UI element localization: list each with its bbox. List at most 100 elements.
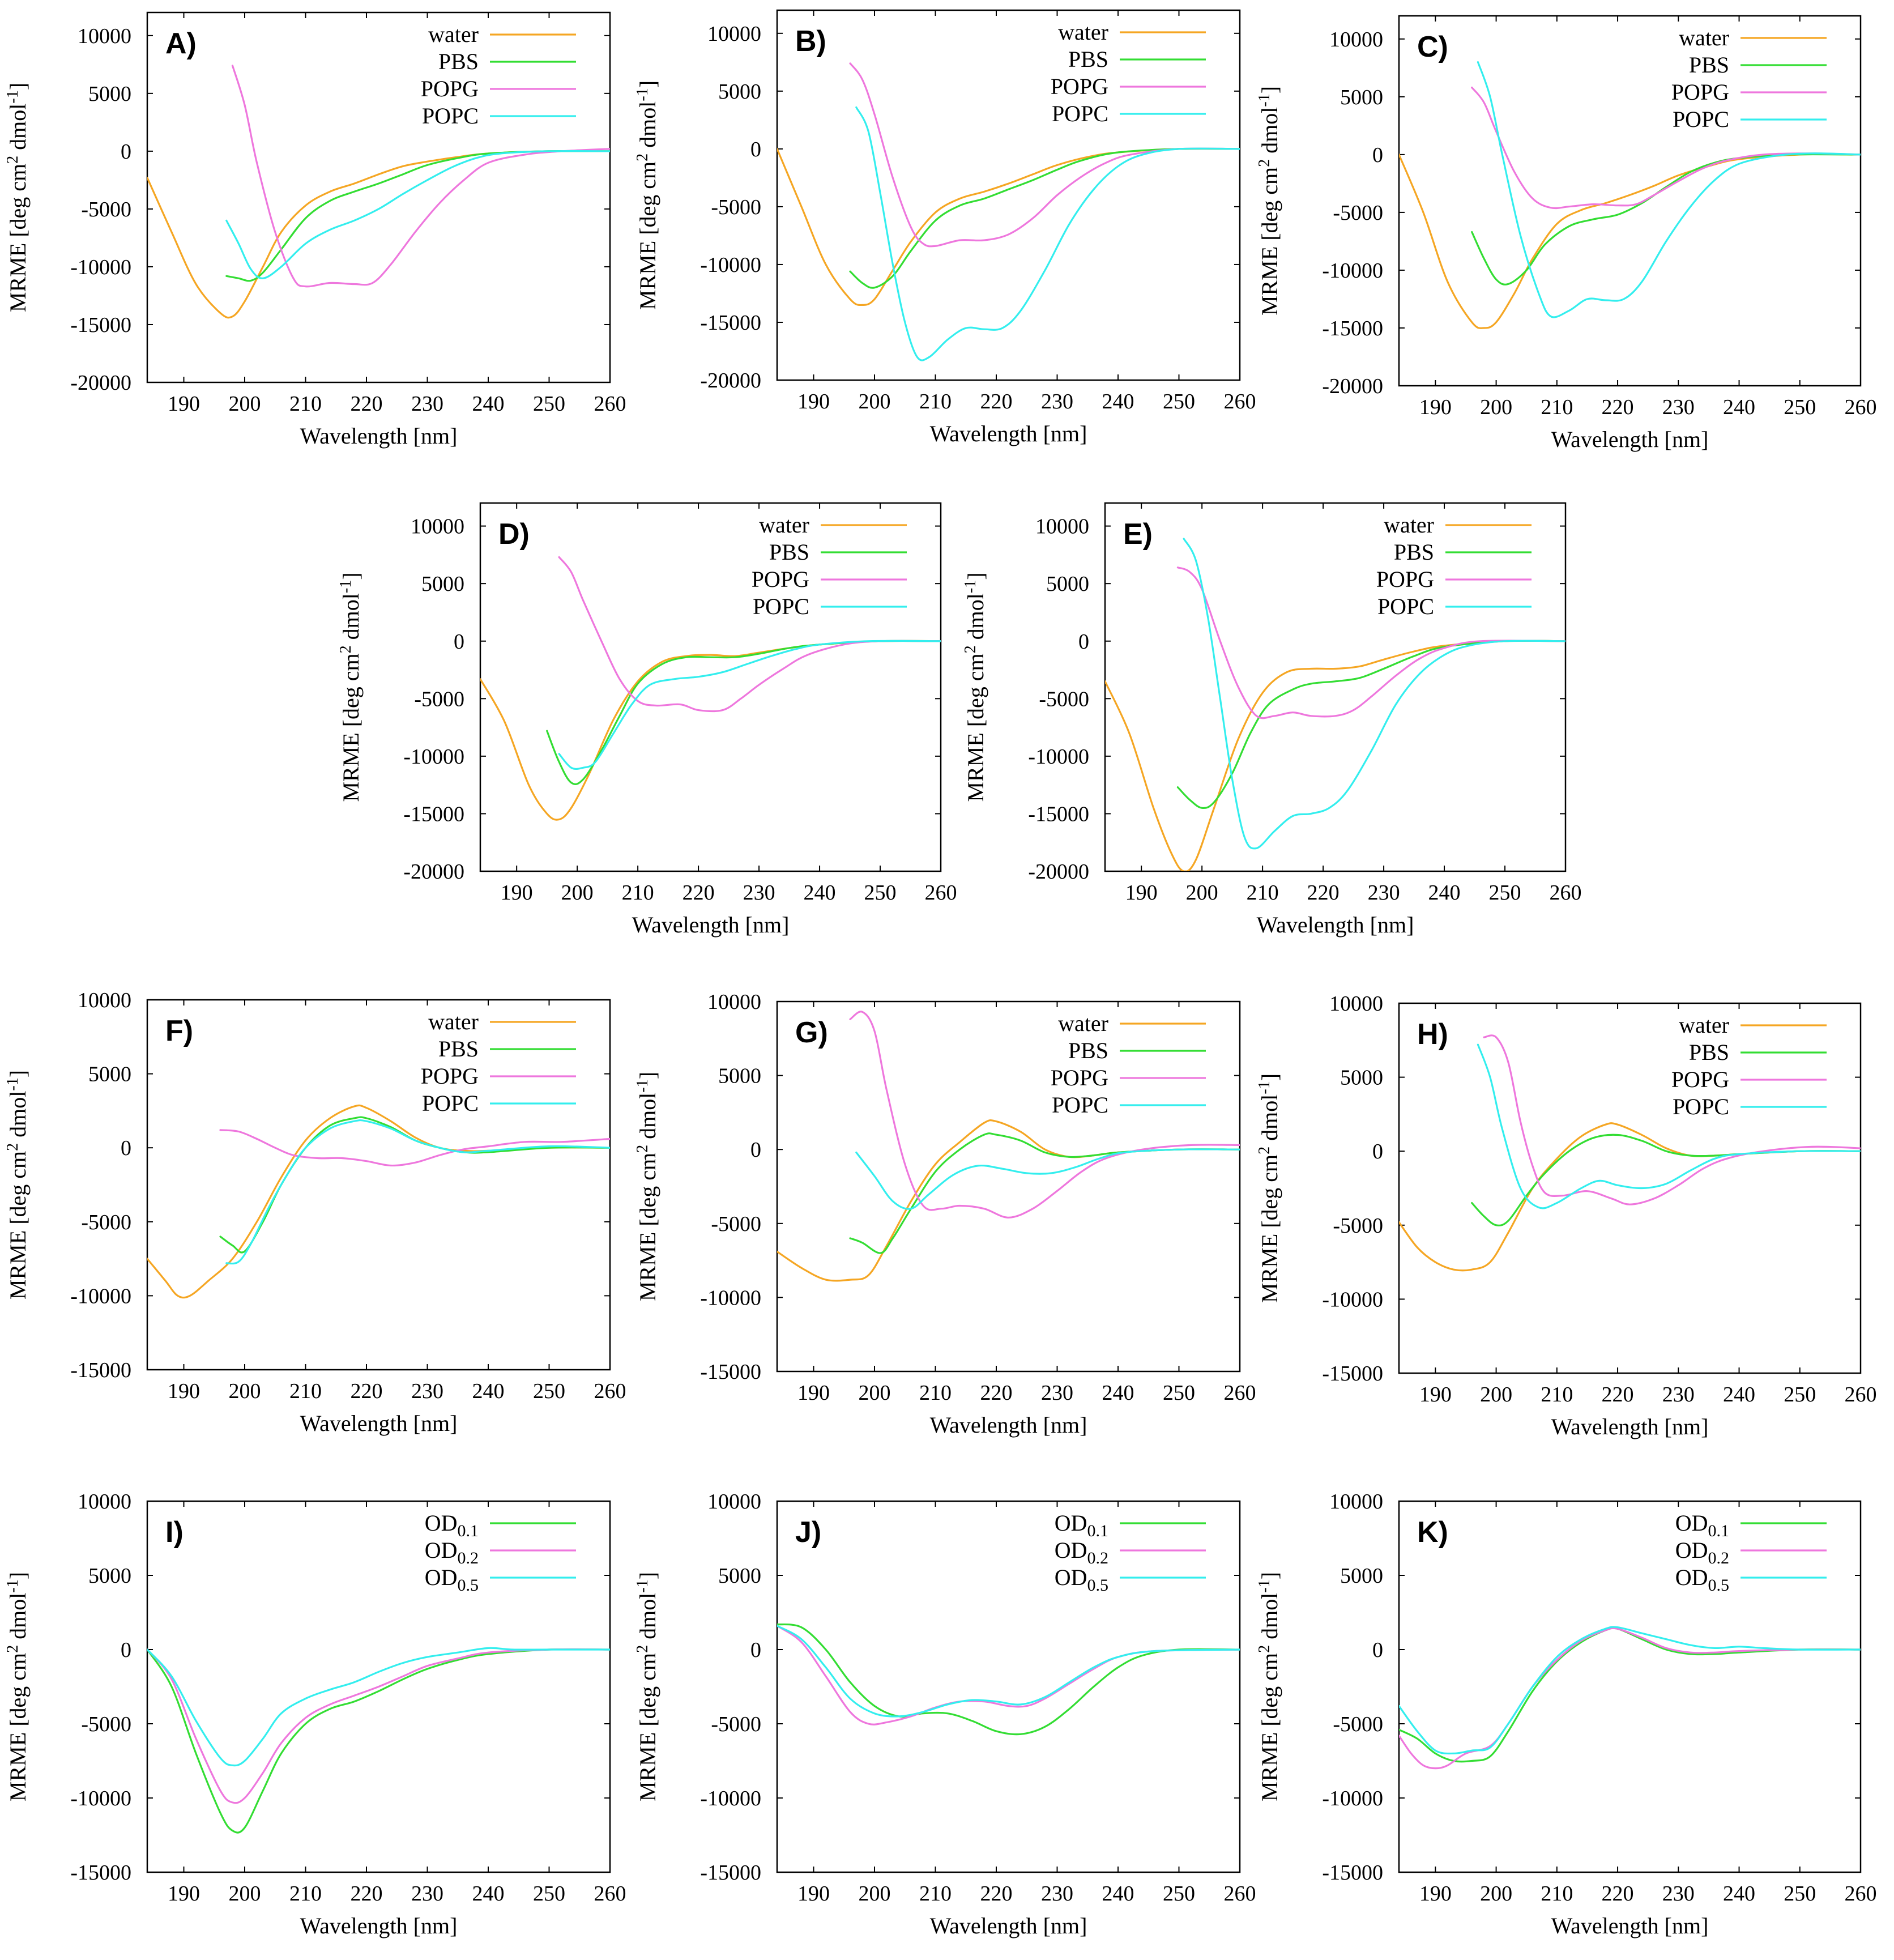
x-tick-label-0-6: 250 — [533, 392, 565, 416]
x-tick-label-6-5: 240 — [1102, 1381, 1134, 1405]
series-line-8-OD01 — [147, 1648, 610, 1834]
series-line-1-water — [777, 147, 1240, 306]
series-line-3-PBS — [546, 640, 941, 786]
x-tick-label-10-4: 230 — [1662, 1882, 1695, 1906]
series-line-4-POPG — [1176, 566, 1565, 719]
y-tick-label-2-6: -20000 — [1322, 374, 1383, 398]
x-tick-label-10-0: 190 — [1419, 1882, 1452, 1906]
legend-label-2-water: water — [1679, 25, 1729, 50]
legend-label-4-POPC: POPC — [1377, 594, 1434, 619]
x-tick-label-1-6: 250 — [1163, 390, 1195, 414]
y-tick-label-1-3: -5000 — [711, 195, 761, 219]
panel-label-0: A) — [165, 27, 197, 60]
x-tick-label-7-4: 230 — [1662, 1383, 1695, 1407]
y-tick-label-2-2: 0 — [1372, 143, 1383, 167]
series-line-0-PBS — [225, 150, 610, 282]
legend-label-6-POPC: POPC — [1052, 1092, 1108, 1118]
series-line-6-POPG — [849, 1011, 1240, 1218]
plot-frame-5 — [146, 999, 611, 1371]
legend-label-9-OD02: OD0.2 — [1055, 1537, 1108, 1567]
legend-label-8-OD05: OD0.5 — [425, 1565, 479, 1595]
x-tick-label-8-4: 230 — [411, 1882, 443, 1906]
x-tick-label-9-5: 240 — [1102, 1882, 1134, 1906]
x-axis-label-1: Wavelength [nm] — [930, 421, 1087, 446]
x-tick-label-1-4: 230 — [1041, 390, 1073, 414]
x-tick-label-10-3: 220 — [1602, 1882, 1634, 1906]
legend-label-6-PBS: PBS — [1068, 1038, 1108, 1063]
legend-label-5-POPC: POPC — [422, 1090, 479, 1116]
legend-label-2-POPC: POPC — [1673, 106, 1729, 132]
x-tick-label-7-6: 250 — [1784, 1383, 1816, 1407]
series-line-10-OD01 — [1399, 1627, 1861, 1763]
legend-label-3-PBS: PBS — [769, 539, 809, 565]
y-tick-label-1-5: -15000 — [700, 311, 761, 335]
panel-d: 190 200 210 220 230 240 250 260 10000 5000 0 -5000 -… — [337, 502, 957, 938]
legend-label-10-OD02: OD0.2 — [1675, 1537, 1729, 1567]
y-tick-label-3-0: 10000 — [411, 515, 464, 539]
x-tick-label-5-5: 240 — [472, 1379, 505, 1403]
x-tick-label-5-2: 210 — [289, 1379, 322, 1403]
x-tick-label-8-3: 220 — [351, 1882, 383, 1906]
x-tick-label-3-2: 210 — [622, 881, 654, 905]
x-tick-label-8-1: 200 — [229, 1882, 261, 1906]
plot-frame-7 — [1398, 1002, 1862, 1374]
panel-label-9: J) — [795, 1516, 821, 1549]
y-tick-label-5-5: -15000 — [70, 1358, 131, 1382]
x-tick-label-7-1: 200 — [1480, 1383, 1512, 1407]
series-line-3-POPC — [558, 640, 941, 770]
legend-label-5-PBS: PBS — [438, 1036, 479, 1062]
y-tick-label-0-2: 0 — [121, 140, 131, 164]
series-line-4-PBS — [1176, 640, 1565, 809]
panel-label-1: B) — [795, 25, 826, 58]
y-axis-label-10: MRME [deg cm2 dmol-1] — [1256, 1572, 1282, 1801]
x-tick-label-7-2: 210 — [1541, 1383, 1573, 1407]
x-tick-label-3-7: 260 — [925, 881, 957, 905]
x-tick-label-1-5: 240 — [1102, 390, 1134, 414]
y-axis-label-3: MRME [deg cm2 dmol-1] — [337, 572, 364, 802]
y-tick-label-9-5: -15000 — [700, 1861, 761, 1885]
y-tick-label-8-4: -10000 — [70, 1787, 131, 1810]
legend-label-5-POPG: POPG — [421, 1063, 479, 1089]
series-line-5-POPG — [219, 1129, 610, 1167]
y-tick-label-10-0: 10000 — [1329, 1490, 1383, 1514]
y-tick-label-7-1: 5000 — [1340, 1066, 1383, 1090]
plot-frame-9 — [776, 1500, 1241, 1873]
panel-label-8: I) — [165, 1516, 184, 1549]
y-tick-label-6-5: -15000 — [700, 1360, 761, 1384]
legend-label-4-PBS: PBS — [1394, 539, 1434, 565]
y-tick-label-7-0: 10000 — [1329, 992, 1383, 1016]
legend-label-5-water: water — [428, 1009, 479, 1034]
x-tick-label-7-5: 240 — [1723, 1383, 1755, 1407]
x-tick-label-5-1: 200 — [229, 1379, 261, 1403]
panel-f: 190 200 210 220 230 240 250 260 10000 5000 0 -5000 -… — [4, 988, 626, 1436]
legend-label-6-POPG: POPG — [1051, 1065, 1108, 1090]
y-tick-label-0-1: 5000 — [88, 82, 131, 106]
x-tick-label-2-1: 200 — [1480, 395, 1512, 419]
x-tick-label-9-6: 250 — [1163, 1882, 1195, 1906]
y-axis-label-8: MRME [deg cm2 dmol-1] — [4, 1572, 31, 1801]
x-tick-label-6-4: 230 — [1041, 1381, 1073, 1405]
y-axis-label-9: MRME [deg cm2 dmol-1] — [634, 1572, 660, 1801]
y-tick-label-5-3: -5000 — [81, 1211, 131, 1234]
legend-label-3-water: water — [759, 512, 809, 538]
legend-label-7-POPG: POPG — [1671, 1067, 1729, 1092]
legend-label-0-POPC: POPC — [422, 103, 479, 129]
series-line-0-POPG — [231, 65, 610, 288]
x-tick-label-4-5: 240 — [1428, 881, 1461, 905]
x-tick-label-8-0: 190 — [168, 1882, 200, 1906]
series-line-9-OD05 — [777, 1625, 1240, 1718]
x-tick-label-6-6: 250 — [1163, 1381, 1195, 1405]
series-line-3-water — [480, 640, 941, 821]
y-tick-label-8-3: -5000 — [81, 1712, 131, 1736]
y-tick-label-9-4: -10000 — [700, 1787, 761, 1810]
legend-label-0-POPG: POPG — [421, 76, 479, 101]
x-tick-label-4-6: 250 — [1489, 881, 1521, 905]
plot-frame-1 — [776, 9, 1241, 381]
x-tick-label-10-1: 200 — [1480, 1882, 1512, 1906]
panel-a: 190 200 210 220 230 240 250 260 10000 5000 0 -5000 -… — [4, 11, 626, 449]
y-tick-label-2-1: 5000 — [1340, 86, 1383, 109]
series-line-8-OD05 — [147, 1647, 610, 1767]
panel-label-4: E) — [1123, 518, 1153, 551]
x-tick-label-4-2: 210 — [1247, 881, 1279, 905]
y-axis-label-6: MRME [deg cm2 dmol-1] — [634, 1072, 660, 1301]
